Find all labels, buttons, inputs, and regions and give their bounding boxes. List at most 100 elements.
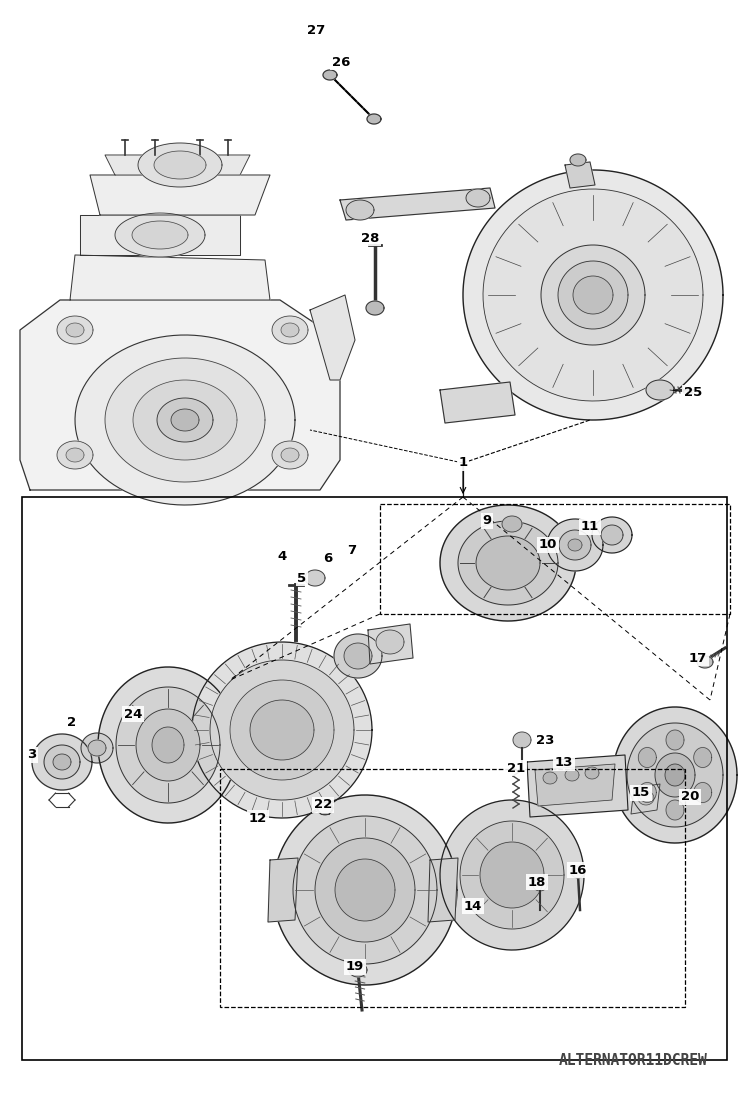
Polygon shape (483, 189, 703, 402)
Text: 20: 20 (681, 791, 699, 803)
Text: 16: 16 (568, 863, 587, 877)
Polygon shape (502, 516, 522, 532)
Polygon shape (366, 301, 384, 315)
Text: 15: 15 (632, 787, 650, 800)
Polygon shape (571, 866, 585, 878)
Polygon shape (132, 220, 188, 249)
Polygon shape (533, 879, 547, 891)
Polygon shape (568, 539, 582, 551)
Bar (22, 497, 727, 1060)
Polygon shape (273, 795, 457, 985)
Bar (380, 504, 730, 614)
Polygon shape (57, 316, 93, 344)
Text: 19: 19 (346, 961, 364, 973)
Polygon shape (293, 816, 437, 964)
Polygon shape (346, 200, 374, 220)
Polygon shape (535, 764, 615, 806)
Polygon shape (105, 358, 265, 482)
Text: 14: 14 (464, 900, 482, 913)
Polygon shape (75, 335, 295, 505)
Polygon shape (133, 380, 237, 460)
Text: 21: 21 (507, 761, 525, 774)
Text: 4: 4 (277, 550, 287, 563)
Polygon shape (440, 382, 515, 423)
Polygon shape (428, 858, 458, 921)
Text: 13: 13 (555, 757, 573, 769)
Polygon shape (367, 114, 381, 124)
Polygon shape (646, 380, 674, 400)
Polygon shape (105, 155, 250, 176)
Text: 12: 12 (249, 812, 267, 825)
Polygon shape (541, 245, 645, 344)
Bar (220, 769, 685, 1007)
Polygon shape (44, 745, 80, 779)
Polygon shape (592, 517, 632, 553)
Polygon shape (655, 753, 695, 798)
Polygon shape (268, 858, 298, 921)
Polygon shape (171, 409, 199, 431)
Text: 23: 23 (536, 734, 554, 746)
Polygon shape (88, 740, 106, 756)
Polygon shape (631, 784, 660, 814)
Polygon shape (340, 188, 495, 220)
Polygon shape (480, 842, 544, 908)
Text: 17: 17 (689, 652, 707, 665)
Text: 5: 5 (297, 572, 306, 585)
Polygon shape (585, 767, 599, 779)
Polygon shape (638, 782, 656, 803)
Text: 6: 6 (324, 552, 333, 565)
Polygon shape (80, 215, 240, 255)
Polygon shape (152, 727, 184, 764)
Text: 9: 9 (482, 514, 491, 528)
Polygon shape (344, 643, 372, 669)
Polygon shape (281, 323, 299, 337)
Text: 24: 24 (124, 708, 142, 721)
Text: 11: 11 (581, 520, 599, 533)
Polygon shape (513, 732, 531, 748)
Polygon shape (281, 448, 299, 462)
Polygon shape (230, 680, 334, 780)
Polygon shape (547, 519, 603, 572)
Polygon shape (90, 176, 270, 215)
Polygon shape (694, 782, 712, 803)
Polygon shape (376, 630, 404, 654)
Text: 25: 25 (684, 386, 702, 399)
Polygon shape (116, 687, 220, 803)
Polygon shape (666, 800, 684, 819)
Polygon shape (138, 143, 222, 186)
Polygon shape (570, 154, 586, 166)
Text: 3: 3 (28, 748, 37, 761)
Polygon shape (81, 733, 113, 764)
Polygon shape (638, 747, 656, 768)
Text: 7: 7 (348, 544, 357, 557)
Polygon shape (627, 723, 723, 827)
Text: 26: 26 (332, 56, 351, 68)
Text: ALTERNATOR11DCREW: ALTERNATOR11DCREW (559, 1053, 707, 1068)
Polygon shape (440, 505, 576, 621)
Polygon shape (272, 441, 308, 470)
Text: 22: 22 (314, 799, 332, 812)
Polygon shape (613, 706, 737, 842)
Polygon shape (53, 754, 71, 770)
Polygon shape (66, 323, 84, 337)
Polygon shape (98, 667, 238, 823)
Polygon shape (317, 801, 333, 815)
Polygon shape (272, 316, 308, 344)
Polygon shape (565, 769, 579, 781)
Text: 18: 18 (528, 875, 546, 889)
Polygon shape (466, 189, 490, 207)
Polygon shape (601, 525, 623, 545)
Polygon shape (323, 70, 337, 80)
Text: 27: 27 (307, 23, 325, 36)
Polygon shape (57, 441, 93, 470)
Polygon shape (463, 170, 723, 420)
Text: 1: 1 (458, 456, 467, 470)
Polygon shape (310, 295, 355, 380)
Polygon shape (192, 642, 372, 818)
Polygon shape (210, 660, 354, 800)
Polygon shape (476, 536, 540, 590)
Polygon shape (565, 162, 595, 188)
Polygon shape (157, 398, 213, 442)
Polygon shape (559, 530, 591, 559)
Text: 2: 2 (67, 715, 76, 728)
